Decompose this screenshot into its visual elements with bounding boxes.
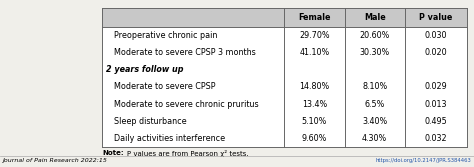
Text: Daily activities interference: Daily activities interference — [114, 134, 225, 143]
Text: 13.4%: 13.4% — [302, 100, 327, 109]
Text: 29.70%: 29.70% — [299, 31, 330, 40]
Text: P value: P value — [419, 13, 453, 22]
Text: 4.30%: 4.30% — [362, 134, 387, 143]
Text: Sleep disturbance: Sleep disturbance — [114, 117, 186, 126]
Text: 14.80%: 14.80% — [300, 82, 329, 91]
Text: 5.10%: 5.10% — [302, 117, 327, 126]
Text: Moderate to severe CPSP 3 months: Moderate to severe CPSP 3 months — [114, 48, 255, 57]
Text: Moderate to severe chronic pruritus: Moderate to severe chronic pruritus — [114, 100, 258, 109]
Text: Preoperative chronic pain: Preoperative chronic pain — [114, 31, 217, 40]
Text: 0.029: 0.029 — [425, 82, 447, 91]
Text: 0.013: 0.013 — [425, 100, 447, 109]
Text: Moderate to severe CPSP: Moderate to severe CPSP — [114, 82, 215, 91]
Text: 30.30%: 30.30% — [360, 48, 390, 57]
Text: 0.495: 0.495 — [425, 117, 447, 126]
Text: Journal of Pain Research 2022:15: Journal of Pain Research 2022:15 — [2, 158, 107, 163]
Text: 0.030: 0.030 — [425, 31, 447, 40]
Text: Note:: Note: — [102, 150, 124, 156]
Text: 20.60%: 20.60% — [360, 31, 390, 40]
Bar — [102, 8, 467, 27]
Text: 0.032: 0.032 — [425, 134, 447, 143]
Text: https://doi.org/10.2147/JPR.S384463: https://doi.org/10.2147/JPR.S384463 — [376, 158, 472, 163]
Bar — [102, 8, 467, 147]
Text: Male: Male — [364, 13, 386, 22]
Text: 41.10%: 41.10% — [300, 48, 329, 57]
Text: Female: Female — [298, 13, 331, 22]
Text: 6.5%: 6.5% — [365, 100, 385, 109]
Text: P values are from Pearson χ² tests.: P values are from Pearson χ² tests. — [127, 150, 248, 157]
Text: 9.60%: 9.60% — [302, 134, 327, 143]
Text: 0.020: 0.020 — [425, 48, 447, 57]
Text: 3.40%: 3.40% — [362, 117, 387, 126]
Text: 2 years follow up: 2 years follow up — [106, 65, 184, 74]
Text: 8.10%: 8.10% — [362, 82, 387, 91]
